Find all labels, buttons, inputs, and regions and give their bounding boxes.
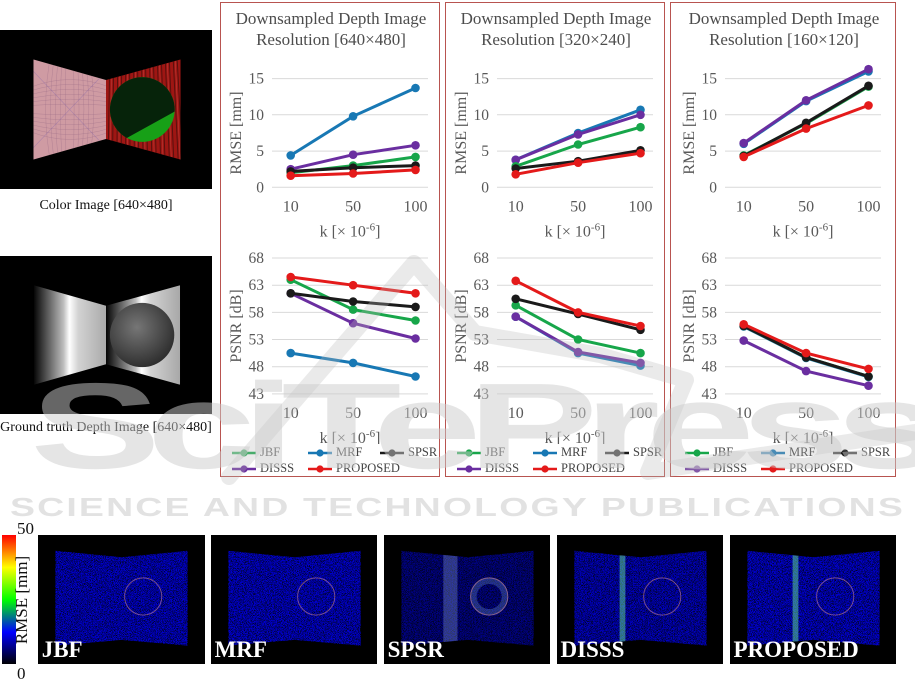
svg-text:5: 5 [709,143,717,160]
svg-text:100: 100 [857,404,881,421]
svg-text:43: 43 [249,385,265,402]
svg-text:53: 53 [249,331,265,348]
svg-text:5: 5 [481,143,489,160]
svg-text:63: 63 [474,277,490,294]
svg-text:68: 68 [474,252,490,267]
svg-text:RMSE [mm]: RMSE [mm] [228,91,245,174]
svg-text:53: 53 [474,331,490,348]
svg-text:48: 48 [702,358,718,375]
svg-text:RMSE [mm]: RMSE [mm] [681,91,698,174]
svg-text:58: 58 [249,304,265,321]
svg-text:48: 48 [474,358,490,375]
svg-text:10: 10 [736,198,752,215]
svg-text:k [× 10-6]: k [× 10-6] [320,427,381,444]
svg-text:100: 100 [857,198,881,215]
svg-text:15: 15 [249,71,265,88]
svg-text:PSNR [dB]: PSNR [dB] [453,289,470,362]
svg-text:10: 10 [508,404,524,421]
svg-text:15: 15 [702,71,718,88]
svg-text:10: 10 [283,404,299,421]
svg-text:10: 10 [736,404,752,421]
svg-text:100: 100 [629,404,653,421]
svg-text:SCIENCE AND TECHNOLOGY PUBLICA: SCIENCE AND TECHNOLOGY PUBLICATIONS [10,492,905,522]
svg-text:43: 43 [474,385,490,402]
svg-text:RMSE [mm]: RMSE [mm] [453,91,470,174]
svg-text:50: 50 [345,198,361,215]
svg-text:100: 100 [629,198,653,215]
svg-text:PSNR [dB]: PSNR [dB] [228,289,245,362]
svg-text:10: 10 [702,107,718,124]
svg-text:k [× 10-6]: k [× 10-6] [320,221,381,240]
svg-text:k [× 10-6]: k [× 10-6] [545,427,606,444]
svg-text:50: 50 [798,198,814,215]
svg-text:0: 0 [256,179,264,196]
svg-text:5: 5 [256,143,264,160]
svg-text:50: 50 [798,404,814,421]
svg-text:10: 10 [249,107,265,124]
svg-text:k [× 10-6]: k [× 10-6] [773,221,834,240]
svg-text:100: 100 [404,198,428,215]
svg-text:100: 100 [404,404,428,421]
svg-text:50: 50 [570,404,586,421]
svg-text:58: 58 [474,304,490,321]
svg-text:43: 43 [702,385,718,402]
svg-text:0: 0 [481,179,489,196]
svg-text:50: 50 [570,198,586,215]
svg-text:PSNR [dB]: PSNR [dB] [681,289,698,362]
svg-text:53: 53 [702,331,718,348]
svg-text:68: 68 [249,252,265,267]
svg-text:10: 10 [474,107,490,124]
svg-text:63: 63 [249,277,265,294]
svg-text:68: 68 [702,252,718,267]
svg-text:k [× 10-6]: k [× 10-6] [773,427,834,444]
svg-text:63: 63 [702,277,718,294]
svg-text:58: 58 [702,304,718,321]
svg-text:k [× 10-6]: k [× 10-6] [545,221,606,240]
svg-text:0: 0 [709,179,717,196]
svg-text:10: 10 [283,198,299,215]
svg-text:50: 50 [345,404,361,421]
svg-text:48: 48 [249,358,265,375]
svg-text:15: 15 [474,71,490,88]
svg-text:10: 10 [508,198,524,215]
